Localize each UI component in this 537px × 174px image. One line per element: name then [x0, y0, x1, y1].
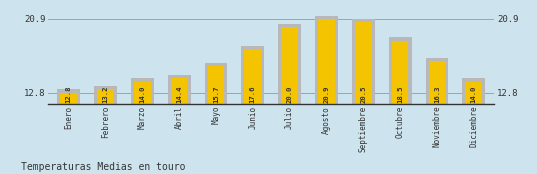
Bar — [168, 75, 191, 104]
Bar — [355, 22, 372, 104]
Text: 17.6: 17.6 — [250, 86, 256, 103]
Bar — [208, 66, 224, 104]
Text: 18.5: 18.5 — [397, 86, 403, 103]
Bar — [466, 82, 482, 104]
Bar — [94, 86, 117, 104]
Bar — [244, 49, 261, 104]
Bar — [315, 16, 338, 104]
Bar — [278, 24, 301, 104]
Text: 12.8: 12.8 — [66, 86, 71, 103]
Bar — [462, 78, 485, 104]
Bar — [60, 93, 77, 104]
Bar — [429, 61, 445, 104]
Text: 13.2: 13.2 — [103, 86, 108, 103]
Bar — [281, 27, 298, 104]
Text: Temperaturas Medias en touro: Temperaturas Medias en touro — [21, 162, 186, 172]
Text: 20.9: 20.9 — [323, 86, 329, 103]
Bar — [57, 89, 80, 104]
Bar — [392, 41, 409, 104]
Bar — [318, 19, 335, 104]
Bar — [241, 46, 264, 104]
Text: 14.0: 14.0 — [471, 86, 477, 103]
Bar — [352, 19, 375, 104]
Text: 14.4: 14.4 — [176, 86, 182, 103]
Text: 15.7: 15.7 — [213, 86, 219, 103]
Bar — [389, 37, 411, 104]
Text: 14.0: 14.0 — [139, 86, 146, 103]
Bar — [131, 78, 154, 104]
Bar — [171, 78, 187, 104]
Text: 16.3: 16.3 — [434, 86, 440, 103]
Text: 20.5: 20.5 — [360, 86, 366, 103]
Bar — [425, 57, 448, 104]
Bar — [205, 63, 227, 104]
Bar — [97, 89, 114, 104]
Bar — [134, 82, 150, 104]
Text: 20.0: 20.0 — [287, 86, 293, 103]
